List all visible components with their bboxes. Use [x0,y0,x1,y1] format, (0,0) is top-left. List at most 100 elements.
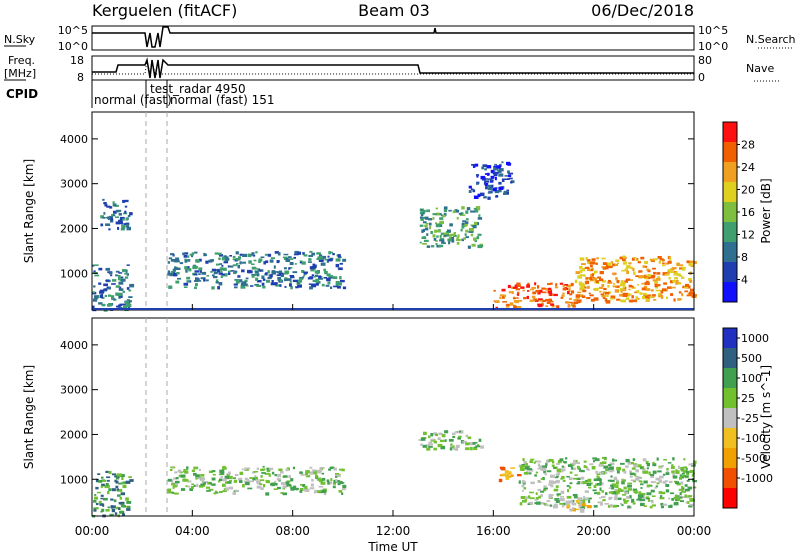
power-cell [578,294,584,298]
power-cell [309,286,313,290]
power-cell [463,237,466,240]
power-cell [125,217,129,221]
power-cell [244,279,248,282]
velocity-cell [93,507,97,511]
power-cell [493,165,497,169]
velocity-cell [201,481,205,485]
velocity-cell [118,490,123,492]
velocity-cell [608,491,613,494]
velocity-cell [498,478,503,483]
power-cell [184,258,188,261]
power-cell [585,277,589,279]
power-cell [660,296,664,299]
power-cell [460,214,466,216]
power-cell [499,296,502,300]
power-cell [641,282,645,285]
velocity-cell [646,497,651,500]
power-cell [447,238,452,242]
power-cell [630,266,633,270]
power-cell [104,294,107,297]
velocity-cell [607,479,612,482]
power-cell [606,264,610,268]
power-cell [223,255,227,259]
power-cell [610,261,614,264]
velocity-cell [686,501,690,504]
velocity-cell [670,465,675,469]
power-cell [274,271,278,273]
velocity-cell [111,473,116,476]
velocity-cell [542,489,547,492]
velocity-cell [605,468,609,472]
power-cell [118,295,123,298]
velocity-cell [226,473,230,476]
power-cell [691,292,695,295]
power-cell [435,243,438,245]
velocity-cell [595,483,599,486]
velocity-cell [527,503,530,505]
velocity-cell [643,505,647,507]
power-cell [461,206,465,210]
power-cell [316,258,321,260]
power-cell [648,276,651,280]
power-cell [647,294,652,297]
power-cell [601,257,606,260]
velocity-cell [232,491,236,495]
nsky-tick-top: 10^5 [58,24,88,37]
velocity-colorbar-tick-label: -1000 [741,472,773,485]
power-cell [273,265,276,269]
power-cell [195,283,198,287]
velocity-cell [175,480,180,484]
velocity-cell [632,488,637,492]
power-cell [597,276,602,279]
power-cell [431,245,435,248]
velocity-cell [455,444,460,448]
velocity-cell [180,474,186,478]
velocity-cell [177,469,182,473]
velocity-cell [186,466,189,470]
power-cell [328,258,333,261]
power-cell [570,282,574,287]
velocity-cell [266,470,270,473]
power-cell [324,271,328,275]
power-cell [218,272,223,275]
velocity-cell [228,486,234,490]
power-cell [516,293,520,296]
velocity-cell [661,465,665,467]
power-cell [601,284,605,287]
power-cell [129,283,135,288]
power-cell [506,303,510,306]
velocity-cell [560,470,564,473]
freq-panel [91,55,695,81]
velocity-cell [609,479,615,482]
power-cell [502,301,507,303]
velocity-cell [568,500,574,504]
power-cell [426,245,431,248]
velocity-cell [510,474,514,477]
power-cell [631,295,634,299]
power-cell [637,283,640,286]
velocity-cell [302,484,306,487]
velocity-cell [191,469,195,472]
velocity-cell [428,443,434,446]
velocity-cell [121,477,124,480]
power-cell [278,270,283,273]
power-cell [468,185,472,189]
power-cell [443,213,447,217]
velocity-cell [465,434,469,438]
power-cell [259,269,262,272]
velocity-cell [255,479,260,481]
velocity-cell [580,469,585,473]
power-cell [118,281,124,285]
velocity-colorbar-tick-label: 1000 [741,332,769,345]
velocity-cell [553,488,559,492]
velocity-cell [311,478,314,482]
power-cell [571,290,575,294]
velocity-cell [316,471,322,474]
power-ytick-label: 2000 [60,222,88,235]
power-ytick-label: 1000 [60,267,88,280]
velocity-cell [548,483,552,486]
velocity-cell [568,477,573,481]
velocity-cell [180,488,186,491]
power-cell [505,304,510,308]
power-cell [506,189,510,192]
